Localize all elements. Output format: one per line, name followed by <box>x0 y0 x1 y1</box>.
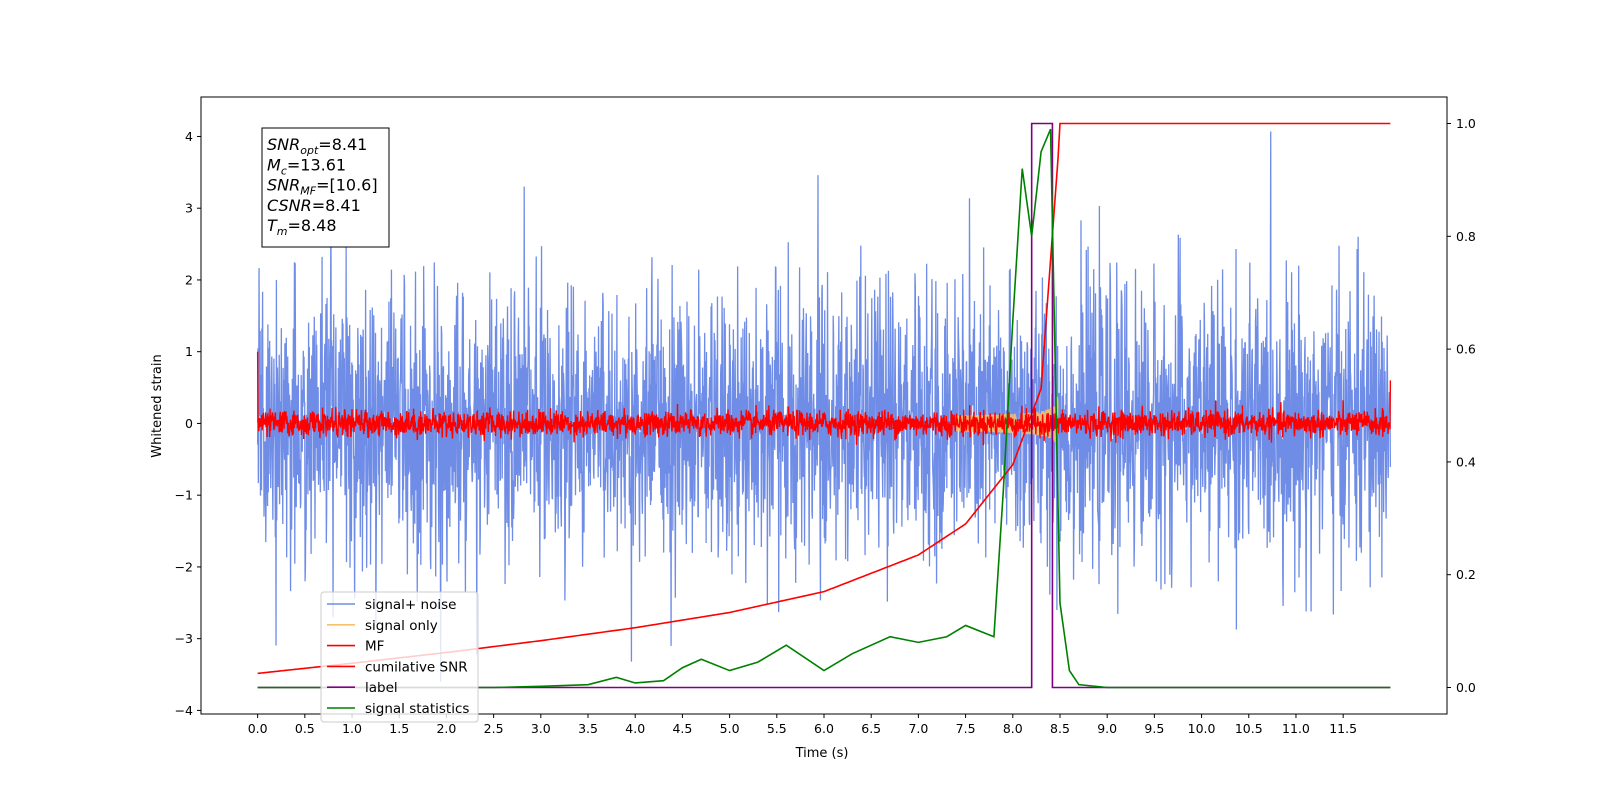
x-tick-label: 1.0 <box>342 721 362 736</box>
annotation-line: SNRopt=8.41 <box>267 135 367 157</box>
annotation-symbol: SNR <box>267 176 300 195</box>
x-tick-label: 4.0 <box>625 721 645 736</box>
y-ticks: 4 3 2 1 0 −1 −2 −3 −4 <box>175 129 201 718</box>
x-tick-label: 3.5 <box>578 721 598 736</box>
legend-frame <box>320 591 479 723</box>
annotation-line: SNRMF=[10.6] <box>267 176 378 198</box>
y-tick-label: −1 <box>175 488 193 503</box>
legend-label: label <box>365 680 398 696</box>
y2-ticks: 1.0 0.8 0.6 0.4 0.2 0.0 <box>1447 116 1476 695</box>
x-tick-label: 8.5 <box>1050 721 1070 736</box>
x-tick-label: 9.5 <box>1144 721 1164 736</box>
x-tick-label: 6.5 <box>861 721 881 736</box>
annotation-line: Mc=13.61 <box>267 155 346 177</box>
y2-tick-label: 0.0 <box>1456 680 1476 695</box>
series-signal-noise <box>256 131 1392 682</box>
x-tick-label: 1.5 <box>389 721 409 736</box>
x-tick-label: 2.5 <box>484 721 504 736</box>
y-tick-label: −4 <box>175 703 193 718</box>
annotation-symbol: T <box>267 216 278 235</box>
annotation-symbol: M <box>267 155 281 174</box>
legend-label: signal statistics <box>365 701 469 717</box>
x-tick-label: 2.0 <box>436 721 456 736</box>
y2-tick-label: 0.4 <box>1456 454 1476 469</box>
x-tick-label: 7.5 <box>956 721 976 736</box>
x-tick-label: 10.5 <box>1235 721 1263 736</box>
x-ticks: 0.0 0.5 1.0 1.5 2.0 2.5 3.0 3.5 4.0 4.5 5.0 5.5 6.0 6… <box>248 714 1357 736</box>
annotation-frame <box>261 127 390 248</box>
x-tick-label: 8.0 <box>1003 721 1023 736</box>
annotation-subscript: m <box>277 225 288 238</box>
x-tick-label: 9.0 <box>1097 721 1117 736</box>
x-tick-label: 0.0 <box>248 721 268 736</box>
x-tick-label: 3.0 <box>531 721 551 736</box>
annotation-value: =13.61 <box>287 155 346 174</box>
y-axis-label: Whitened strain <box>150 354 165 457</box>
annotation-symbol: CSNR <box>267 196 312 215</box>
annotation-symbol: SNR <box>267 135 300 154</box>
annotation-value: =[10.6] <box>316 176 378 195</box>
y2-tick-label: 0.8 <box>1456 229 1476 244</box>
y-tick-label: 1 <box>185 344 193 359</box>
x-tick-label: 10.0 <box>1188 721 1216 736</box>
legend-label: signal+ noise <box>365 597 456 613</box>
legend: signal+ noise signal only MF cumilative SNR… <box>320 591 479 723</box>
y-tick-label: 0 <box>185 416 193 431</box>
annotation-subscript: c <box>281 164 287 177</box>
annotation-subscript: MF <box>300 185 316 198</box>
mf-layer <box>256 351 1392 446</box>
y2-tick-label: 1.0 <box>1456 116 1476 131</box>
x-tick-label: 11.0 <box>1282 721 1310 736</box>
x-tick-label: 4.5 <box>672 721 692 736</box>
series-mf <box>256 351 1392 446</box>
y2-tick-label: 0.2 <box>1456 567 1476 582</box>
legend-label: cumilative SNR <box>365 659 468 675</box>
y-tick-label: 4 <box>185 129 193 144</box>
series-signal-statistics <box>257 128 1391 689</box>
annotation-value: =8.41 <box>318 135 367 154</box>
annotation-value: =8.41 <box>312 196 361 215</box>
annotation-subscript: opt <box>300 144 319 157</box>
annotation-line: CSNR=8.41 <box>267 196 361 215</box>
y-tick-label: −3 <box>175 631 193 646</box>
legend-label: MF <box>365 639 384 655</box>
annotation-line: Tm=8.48 <box>267 216 337 238</box>
annotation-value: =8.48 <box>288 216 337 235</box>
signal-noise-layer <box>256 131 1392 682</box>
x-tick-label: 5.5 <box>767 721 787 736</box>
x-tick-label: 0.5 <box>295 721 315 736</box>
y-tick-label: 3 <box>185 201 193 216</box>
x-tick-label: 6.0 <box>814 721 834 736</box>
annotation-box: SNRopt=8.41Mc=13.61SNRMF=[10.6]CSNR=8.41… <box>261 127 390 248</box>
x-tick-label: 7.0 <box>908 721 928 736</box>
x-tick-label: 5.0 <box>720 721 740 736</box>
y2-tick-label: 0.6 <box>1456 342 1476 357</box>
y-tick-label: 2 <box>185 272 193 287</box>
x-tick-label: 11.5 <box>1329 721 1357 736</box>
y-tick-label: −2 <box>175 559 193 574</box>
x-axis-label: Time (s) <box>795 746 849 761</box>
legend-label: signal only <box>365 618 438 634</box>
